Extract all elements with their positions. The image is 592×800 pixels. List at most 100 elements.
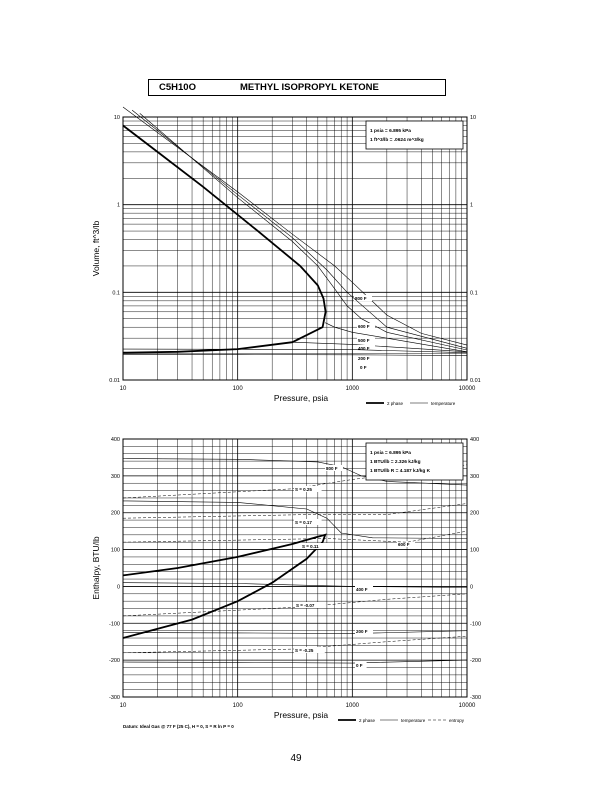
y-tick-label-left: 1 [117, 203, 120, 209]
y-tick-label-right: 0.01 [470, 378, 481, 384]
series-label-bg [397, 541, 415, 547]
series-label: 800 F [326, 466, 338, 471]
y-tick-label-right: 100 [470, 548, 479, 554]
x-tick-label: 100 [233, 386, 244, 392]
series-label: 600 F [358, 324, 370, 329]
conversion-box [365, 120, 464, 150]
y-tick-label-right: 1 [470, 203, 473, 209]
series-label: 0 F [356, 663, 363, 668]
temperature-line [123, 354, 468, 356]
y-tick-label-left: 0.01 [109, 378, 120, 384]
x-tick-label: 10000 [459, 703, 476, 709]
conversion-text: 1 psia = 6.895 kPa [370, 450, 411, 456]
y-tick-label-left: -200 [109, 658, 120, 664]
title-box: C5H10O METHYL ISOPROPYL KETONE [148, 79, 446, 96]
series-label-bg [294, 647, 325, 653]
temperature-line [122, 500, 468, 539]
x-tick-label: 10 [120, 703, 127, 709]
y-tick-label-left: 300 [111, 474, 120, 480]
series-label: S = 0.25 [295, 487, 312, 492]
y-tick-label-left: 0.1 [112, 290, 120, 296]
series-label-bg [357, 355, 375, 361]
y-axis-label: Volume, ft^3/lb [91, 220, 101, 276]
series-label: S = -0.25 [295, 648, 314, 653]
entropy-line [122, 635, 468, 654]
x-tick-label: 10000 [459, 386, 476, 392]
series-label-bg [355, 628, 373, 634]
conversion-text: 1 BTU/lb R = 4.187 kJ/kg K [370, 468, 431, 474]
y-tick-label-left: -300 [109, 695, 120, 701]
y-tick-label-right: 200 [470, 511, 479, 517]
series-label: S = -0.07 [296, 603, 315, 608]
temperature-line [122, 106, 468, 346]
series-label-bg [325, 465, 343, 471]
x-tick-label: 100 [233, 703, 244, 709]
y-tick-label-right: 10 [470, 115, 476, 121]
x-axis-label: Pressure, psia [274, 393, 329, 403]
x-axis-label: Pressure, psia [274, 710, 329, 720]
datum-note: Datum: Ideal Gas @ 77 F (25 C), H = 0, S… [123, 724, 234, 729]
temperature-line [131, 109, 468, 349]
temperature-line [122, 659, 468, 664]
x-tick-label: 10 [120, 386, 127, 392]
y-tick-label-left: 400 [111, 437, 120, 443]
page-number: 49 [290, 753, 302, 764]
series-label: S = 0.17 [295, 520, 312, 525]
entropy-line [122, 593, 468, 617]
series-label-bg [359, 364, 371, 370]
y-tick-label-left: 200 [111, 511, 120, 517]
y-axis-label: Enthalpy, BTU/lb [91, 536, 101, 599]
legend-label: 2 phase [359, 718, 376, 723]
conversion-text: 1 psia = 6.895 kPa [370, 128, 411, 134]
y-tick-label-left: 0 [117, 584, 120, 590]
series-label: 200 F [356, 629, 368, 634]
chart-1: 10 100 1000 10000 0.01 0.01 0.1 0.1 1 1 10 10 Pressu… [91, 106, 481, 406]
series-label-bg [355, 662, 367, 668]
series-label-bg [294, 519, 322, 525]
x-tick-label: 1000 [346, 703, 360, 709]
temperature-line [122, 630, 468, 634]
series-label: 0 F [360, 365, 367, 370]
legend-label: entropy [449, 718, 465, 723]
legend-label: temperature [431, 401, 456, 406]
series-label-bg [357, 345, 375, 351]
y-tick-label-left: 10 [114, 115, 120, 121]
plot-frame [122, 116, 468, 381]
y-tick-label-right: 400 [470, 437, 479, 443]
series-label-bg [301, 543, 329, 549]
y-tick-label-left: -100 [109, 621, 120, 627]
series-label: 400 F [358, 346, 370, 351]
entropy-line [122, 530, 468, 543]
y-tick-label-right: 0 [470, 584, 473, 590]
gridlines [122, 117, 467, 381]
x-tick-label: 1000 [346, 386, 360, 392]
series-label-bg [357, 323, 375, 329]
compound-name: METHYL ISOPROPYL KETONE [240, 82, 379, 93]
y-tick-label-right: -200 [470, 658, 481, 664]
series-label-bg [357, 337, 375, 343]
chart-2: 10 100 1000 10000-300 -300-200 -200-100 -1000 0… [91, 437, 481, 729]
plot-frame [122, 438, 468, 698]
y-tick-label-right: 300 [470, 474, 479, 480]
compound-formula: C5H10O [159, 82, 196, 93]
series-label-bg [295, 602, 326, 608]
conversion-box [365, 442, 464, 481]
series-label: 500 F [358, 338, 370, 343]
y-tick-label-right: -300 [470, 695, 481, 701]
temperature-line [325, 322, 468, 353]
series-label-bg [354, 295, 372, 301]
temperature-line [139, 113, 468, 351]
conversion-text: 1 ft^3/lb = .0624 m^3/kg [370, 137, 424, 143]
y-tick-label-left: 100 [111, 548, 120, 554]
y-tick-label-right: -100 [470, 621, 481, 627]
series-label: 400 F [356, 587, 368, 592]
series-label: 600 F [398, 542, 410, 547]
series-label: 800 F [355, 296, 367, 301]
y-tick-label-right: 0.1 [470, 290, 478, 296]
legend-label: temperature [401, 718, 426, 723]
temperature-line [122, 582, 468, 588]
legend-label: 2 phase [387, 401, 404, 406]
temperature-line [122, 348, 468, 353]
series-label: 200 F [358, 356, 370, 361]
